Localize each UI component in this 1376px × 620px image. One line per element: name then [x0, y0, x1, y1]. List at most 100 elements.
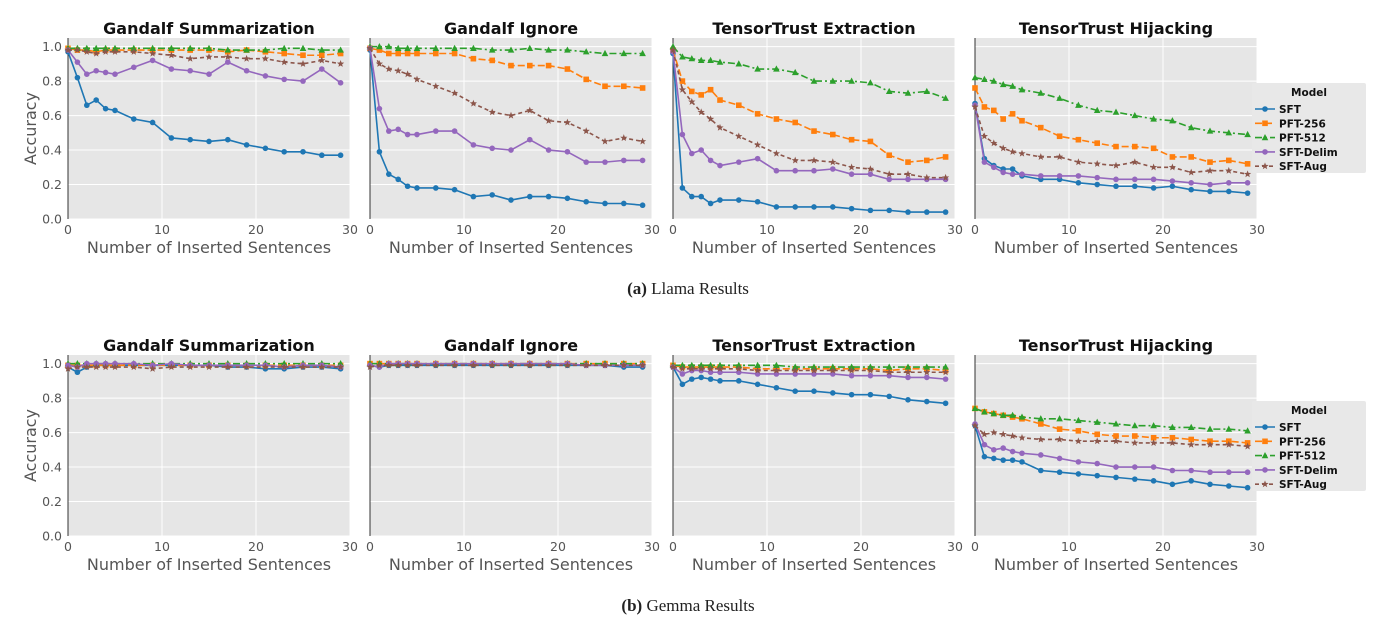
llama-gandalf-ignore-pft-512-point — [394, 44, 402, 51]
llama-gandalf-ignore-pft-512-point — [488, 46, 496, 53]
llama-tensortrust-hijacking-sft-delim-point — [1188, 180, 1194, 186]
llama-tensortrust-hijacking-sft-aug-point — [1074, 158, 1083, 166]
gemma-tensortrust-extraction-sft-point — [848, 391, 855, 398]
llama-gandalf-ignore-sft-point — [527, 193, 533, 200]
gemma-gandalf-ignore-x-tick-label: 10 — [456, 539, 472, 554]
llama-tensortrust-extraction-chart: TensorTrust Extraction 0 10 20 30 Number of I… — [669, 19, 963, 257]
gemma-tensortrust-hijacking-sft-aug-point — [1131, 439, 1139, 446]
llama-gandalf-summarization-sft-point — [168, 135, 175, 141]
llama-tensortrust-extraction-sft-aug-line — [672, 49, 946, 179]
llama-gandalf-ignore-sft-aug-point — [620, 134, 628, 142]
llama-gandalf-ignore-sft-delim-point — [404, 131, 411, 138]
llama-tensortrust-hijacking-pft-512-point — [1112, 108, 1120, 115]
gemma-tensortrust-hijacking-sft-point — [1094, 472, 1100, 479]
gemma-legend-entry-sft-delim: SFT-Delim — [1255, 465, 1338, 477]
llama-gandalf-summarization-pft-512-point — [149, 44, 156, 51]
llama-tensortrust-hijacking-sft-aug-point — [1008, 147, 1017, 155]
llama-tensortrust-extraction-sft-point — [679, 185, 686, 191]
llama-tensortrust-extraction-sft-point — [792, 204, 798, 210]
llama-gandalf-summarization-y-tick-label: 0.0 — [42, 212, 62, 227]
llama-gandalf-ignore-sft-point — [386, 171, 392, 177]
gemma-gandalf-ignore-series-sft-aug — [366, 361, 647, 371]
llama-tensortrust-extraction-pft-256-point — [736, 102, 742, 109]
gemma-tensortrust-hijacking-x-axis-label: Number of Inserted Sentences — [994, 555, 1238, 574]
gemma-tensortrust-hijacking-sft-aug-point — [1093, 437, 1101, 445]
llama-gandalf-ignore-sft-point — [414, 185, 420, 191]
llama-tensortrust-hijacking-sft-aug-point — [1225, 166, 1233, 174]
llama-gandalf-summarization-sft-aug-point — [111, 47, 119, 55]
gemma-tensortrust-hijacking-pft-512-point — [1112, 420, 1120, 427]
gemma-tensortrust-hijacking-sft-point — [1019, 459, 1025, 465]
llama-tensortrust-hijacking-sft-delim-point — [981, 159, 988, 165]
llama-tensortrust-hijacking-pft-256-point — [1113, 143, 1119, 150]
llama-gandalf-ignore-sft-delim-point — [386, 128, 392, 134]
gemma-legend-sft-aug-label: SFT-Aug — [1279, 479, 1327, 491]
gemma-tensortrust-hijacking-pft-512-point — [1075, 416, 1082, 424]
gemma-tensortrust-hijacking-pft-512-point — [1037, 415, 1045, 422]
llama-tensortrust-extraction-sft-aug-point — [706, 115, 715, 123]
llama-gandalf-summarization-sft-aug-point — [186, 54, 194, 62]
gemma-tensortrust-hijacking-pft-512-point — [1187, 423, 1195, 430]
llama-tensortrust-extraction-pft-256-point — [773, 116, 780, 122]
llama-tensortrust-extraction-pft-512-point — [848, 77, 855, 84]
gemma-tensortrust-hijacking-sft-aug-point — [1168, 439, 1177, 446]
gemma-tensortrust-extraction-sft-aug-point — [829, 366, 837, 374]
llama-tensortrust-extraction-pft-512-point — [829, 77, 837, 84]
llama-tensortrust-extraction-series-pft-256 — [670, 47, 949, 165]
gemma-gandalf-ignore-sft-aug-point — [403, 361, 412, 369]
llama-gandalf-summarization-sft-point — [243, 142, 250, 148]
llama-tensortrust-hijacking-pft-512-point — [1187, 124, 1195, 131]
llama-tensortrust-extraction-pft-256-point — [886, 152, 892, 159]
llama-tensortrust-hijacking-pft-256-point — [1169, 154, 1176, 160]
gemma-tensortrust-hijacking-sft-delim-point — [1094, 460, 1100, 467]
llama-tensortrust-hijacking-sft-delim-point — [1207, 181, 1213, 188]
gemma-gandalf-ignore-sft-aug-point — [620, 361, 628, 369]
gemma-tensortrust-extraction-x-tick-label: 20 — [853, 539, 869, 554]
llama-legend-entry-pft-256: PFT-256 — [1255, 118, 1326, 130]
gemma-legend-box — [1252, 401, 1366, 491]
llama-tensortrust-extraction-sft-delim-point — [905, 176, 911, 183]
llama-legend-sft-swatch-marker — [1262, 106, 1268, 112]
gemma-tensortrust-extraction-sft-aug-point — [904, 368, 912, 376]
llama-tensortrust-extraction-x-tick-label: 0 — [669, 222, 677, 237]
llama-tensortrust-extraction-pft-512-point — [810, 77, 818, 84]
gemma-gandalf-ignore-sft-aug-point — [638, 361, 647, 369]
llama-tensortrust-hijacking-pft-512-point — [1056, 94, 1063, 101]
gemma-tensortrust-hijacking-pft-512-point — [971, 404, 979, 412]
llama-gandalf-ignore-sft-delim-point — [451, 128, 458, 134]
gemma-tensortrust-hijacking-pft-512-point — [990, 410, 998, 417]
llama-legend-entry-pft-512: PFT-512 — [1255, 133, 1326, 145]
gemma-gandalf-summarization-x-tick-label: 20 — [248, 539, 264, 554]
llama-tensortrust-hijacking-sft-point — [1009, 166, 1016, 172]
gemma-tensortrust-extraction-pft-512-point — [829, 363, 837, 370]
llama-tensortrust-hijacking-pft-256-point — [1094, 140, 1100, 146]
llama-gandalf-summarization-sft-delim-point — [206, 71, 212, 77]
llama-gandalf-summarization-x-tick-label: 20 — [248, 222, 264, 237]
gemma-gandalf-summarization-sft-aug-point — [83, 363, 91, 371]
llama-tensortrust-hijacking-sft-aug-point — [1018, 149, 1026, 157]
llama-gandalf-summarization-pft-256-point — [319, 52, 325, 59]
llama-gandalf-ignore-sft-delim-point — [527, 136, 533, 143]
gemma-tensortrust-extraction-x-tick-label: 30 — [947, 539, 963, 554]
llama-tensortrust-extraction-sft-aug-point — [829, 158, 837, 166]
gemma-tensortrust-hijacking-pft-512-point — [1009, 411, 1016, 418]
gemma-gandalf-summarization-x-tick-label: 10 — [154, 539, 170, 554]
gemma-tensortrust-hijacking-sft-aug-point — [1018, 433, 1026, 441]
llama-tensortrust-hijacking-sft-point — [1113, 183, 1119, 190]
llama-gandalf-summarization-sft-point — [300, 148, 306, 155]
llama-gandalf-summarization-sft-aug-point — [73, 46, 82, 54]
gemma-tensortrust-hijacking-plot-area — [975, 355, 1257, 536]
llama-gandalf-summarization-sft-delim-point — [225, 59, 231, 65]
llama-tensortrust-extraction-sft-delim-point — [811, 167, 817, 174]
caption-llama: (a) Llama Results — [0, 279, 1376, 299]
llama-tensortrust-extraction-pft-512-point — [885, 87, 893, 95]
gemma-tensortrust-extraction-sft-point — [717, 378, 723, 384]
gemma-tensortrust-hijacking-pft-256-point — [1094, 431, 1100, 438]
llama-gandalf-ignore-x-tick-label: 0 — [366, 222, 374, 237]
llama-tensortrust-extraction-sft-delim-point — [754, 155, 761, 162]
gemma-tensortrust-hijacking-sft-delim-point — [1244, 469, 1251, 476]
llama-gandalf-ignore-sft-aug-point — [469, 99, 478, 107]
caption-llama-label: (a) — [627, 279, 647, 298]
gemma-legend-pft-256-swatch-marker — [1262, 438, 1268, 445]
gemma-tensortrust-extraction-pft-512-point — [923, 363, 931, 370]
